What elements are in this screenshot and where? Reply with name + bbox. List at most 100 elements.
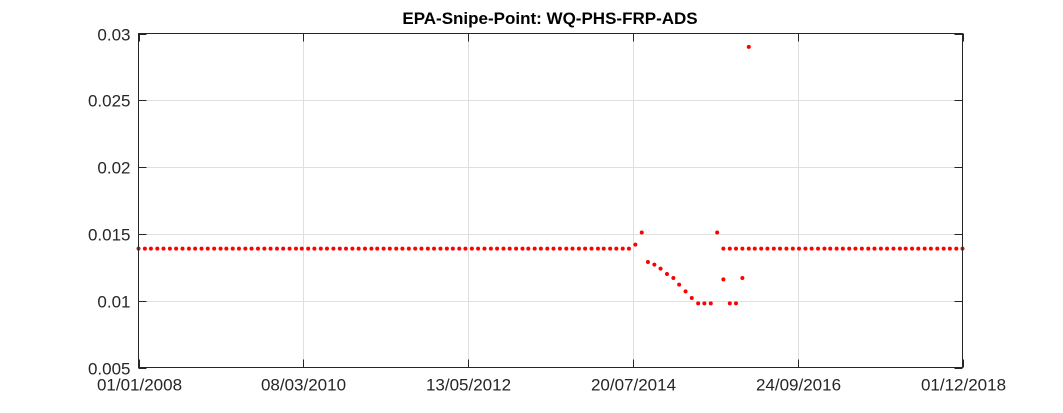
data-point xyxy=(866,246,871,251)
data-point xyxy=(816,246,821,251)
data-point xyxy=(677,282,682,287)
x-tick-label: 24/09/2016 xyxy=(756,376,841,395)
data-point xyxy=(853,246,858,251)
data-point xyxy=(702,301,707,306)
data-point xyxy=(387,246,392,251)
data-point xyxy=(375,246,380,251)
data-point xyxy=(142,246,147,251)
y-tick-label: 0.01 xyxy=(97,293,130,312)
data-point xyxy=(897,246,902,251)
data-point xyxy=(916,246,921,251)
data-point xyxy=(230,246,235,251)
data-point xyxy=(425,246,430,251)
data-point xyxy=(583,246,588,251)
data-point xyxy=(671,275,676,280)
data-point xyxy=(778,246,783,251)
data-point xyxy=(910,246,915,251)
data-point xyxy=(891,246,896,251)
data-point xyxy=(626,246,631,251)
data-point xyxy=(274,246,279,251)
data-point xyxy=(576,246,581,251)
data-point xyxy=(514,246,519,251)
x-tick-label: 08/03/2010 xyxy=(261,376,346,395)
data-point xyxy=(564,246,569,251)
data-point xyxy=(287,246,292,251)
data-point xyxy=(444,246,449,251)
data-point xyxy=(740,275,745,280)
data-point xyxy=(822,246,827,251)
data-point xyxy=(771,246,776,251)
data-point xyxy=(249,246,254,251)
plot-area-border xyxy=(138,33,963,368)
data-point xyxy=(356,246,361,251)
data-point xyxy=(350,246,355,251)
x-tick-label: 13/05/2012 xyxy=(426,376,511,395)
data-point xyxy=(834,246,839,251)
data-point xyxy=(167,246,172,251)
data-point xyxy=(199,246,204,251)
data-point xyxy=(236,246,241,251)
y-axis-tick-labels: 0.005 0.01 0.015 0.02 0.025 0.03 xyxy=(88,26,131,379)
data-point xyxy=(721,246,726,251)
data-point xyxy=(538,246,543,251)
data-point xyxy=(532,246,537,251)
data-point xyxy=(318,246,323,251)
data-point xyxy=(721,277,726,282)
data-point xyxy=(727,246,732,251)
data-point xyxy=(337,246,342,251)
data-point xyxy=(809,246,814,251)
data-point xyxy=(406,246,411,251)
data-point xyxy=(299,246,304,251)
data-point xyxy=(293,246,298,251)
data-point xyxy=(331,246,336,251)
data-point xyxy=(620,246,625,251)
data-point xyxy=(255,246,260,251)
data-point xyxy=(752,246,757,251)
data-point xyxy=(639,230,644,235)
data-point xyxy=(457,246,462,251)
data-point xyxy=(840,246,845,251)
data-point xyxy=(903,246,908,251)
data-point xyxy=(306,246,311,251)
grid xyxy=(138,33,963,368)
data-point xyxy=(155,246,160,251)
data-point xyxy=(941,246,946,251)
data-point xyxy=(495,246,500,251)
data-point xyxy=(797,246,802,251)
data-point xyxy=(476,246,481,251)
data-point xyxy=(312,246,317,251)
data-point xyxy=(652,262,657,267)
data-point xyxy=(708,301,713,306)
data-point xyxy=(608,246,613,251)
data-point xyxy=(551,246,556,251)
data-point xyxy=(205,246,210,251)
data-point xyxy=(645,259,650,264)
data-point xyxy=(161,246,166,251)
data-point xyxy=(501,246,506,251)
data-point xyxy=(828,246,833,251)
data-point xyxy=(784,246,789,251)
data-point xyxy=(746,246,751,251)
y-tick-label: 0.025 xyxy=(88,92,131,111)
data-point xyxy=(885,246,890,251)
x-tick-label: 20/07/2014 xyxy=(591,376,676,395)
data-point xyxy=(180,246,185,251)
data-point xyxy=(212,246,217,251)
data-point xyxy=(218,246,223,251)
data-point xyxy=(733,246,738,251)
data-point xyxy=(614,246,619,251)
x-tick-label: 01/01/2008 xyxy=(97,376,182,395)
data-point xyxy=(570,246,575,251)
data-point xyxy=(193,246,198,251)
data-point xyxy=(715,230,720,235)
data-point xyxy=(847,246,852,251)
data-point xyxy=(438,246,443,251)
data-point xyxy=(262,246,267,251)
data-points xyxy=(136,44,965,306)
data-point xyxy=(400,246,405,251)
data-point xyxy=(344,246,348,251)
data-point xyxy=(601,246,606,251)
data-point xyxy=(413,246,418,251)
data-point xyxy=(557,246,562,251)
